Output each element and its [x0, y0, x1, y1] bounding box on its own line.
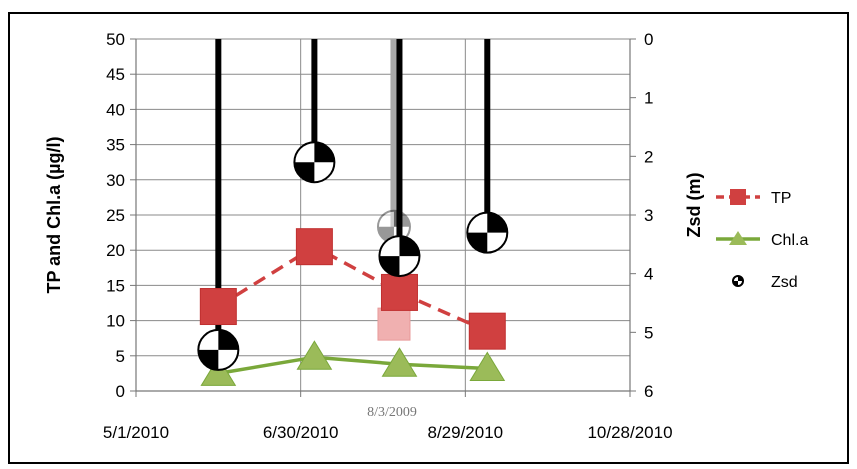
y2-tick-label: 0 [644, 30, 653, 49]
legend-marker-chla [729, 231, 747, 245]
y-tick-label: 50 [106, 30, 125, 49]
secchi-disk-quadrant [467, 232, 488, 253]
y2-tick-label: 2 [644, 147, 653, 166]
overlay-tp-marker [377, 307, 411, 341]
secchi-disk-quadrant [487, 212, 508, 233]
series-line-tp [217, 244, 488, 333]
y-tick-label: 0 [116, 382, 125, 401]
y-tick-label: 30 [106, 171, 125, 190]
y-tick-label: 40 [106, 100, 125, 119]
zsd-point [466, 211, 509, 254]
secchi-disk-quadrant [399, 236, 420, 257]
y-tick-label: 35 [106, 136, 125, 155]
y-tick-label: 10 [106, 312, 125, 331]
y-tick-label: 25 [106, 206, 125, 225]
overlay-date-label: 8/3/2009 [367, 405, 417, 420]
chart-frame: 8/3/2009 0 5 10 15 20 25 30 35 40 45 50 5/1/2010 6/3… [8, 12, 849, 464]
legend-marker-tp [730, 189, 746, 205]
y2-tick-label: 1 [644, 89, 653, 108]
chla-point [200, 356, 237, 386]
secchi-disk-quadrant [733, 281, 738, 286]
zsd-point [293, 141, 336, 184]
secchi-disk-quadrant [379, 256, 400, 277]
tp-point [468, 312, 506, 350]
legend-label: Chl.a [771, 232, 808, 249]
chla-point [296, 340, 333, 370]
tp-point [380, 273, 418, 311]
x-tick-label: 8/29/2010 [428, 423, 504, 442]
secchi-disk-quadrant [198, 349, 219, 370]
y2-tick-label: 5 [644, 323, 653, 342]
y2-tick-label: 4 [644, 265, 653, 284]
series-line-chla [218, 355, 488, 376]
tp-point [199, 288, 237, 326]
zsd-point [197, 328, 240, 371]
y2-axis-title: Zsd (m) [684, 172, 704, 237]
y-tick-label: 20 [106, 241, 125, 260]
legend-marker-zsd [732, 275, 744, 287]
y-tick-label: 15 [106, 276, 125, 295]
y2-tick-label: 6 [644, 382, 653, 401]
secchi-disk-quadrant [738, 276, 743, 281]
y-tick-label: 45 [106, 65, 125, 84]
x-tick-label: 5/1/2010 [103, 423, 169, 442]
x-tick-label: 6/30/2010 [263, 423, 339, 442]
chla-point [381, 347, 418, 377]
tp-point [295, 228, 333, 266]
x-tick-label: 10/28/2010 [587, 423, 672, 442]
secchi-disk-quadrant [218, 329, 239, 350]
legend: TP Chl.a Zsd [716, 189, 808, 291]
zsd-series [215, 39, 491, 350]
chla-point [469, 351, 506, 381]
tp-chla-series [197, 141, 509, 386]
secchi-disk-quadrant [314, 142, 335, 163]
legend-label: TP [771, 190, 791, 207]
y2-tick-label: 3 [644, 206, 653, 225]
zsd-point [378, 235, 421, 278]
secchi-disk-quadrant [294, 162, 315, 183]
y-tick-label: 5 [116, 347, 125, 366]
y-axis-title: TP and Chl.a (µg/l) [44, 136, 64, 293]
legend-label: Zsd [771, 274, 798, 291]
